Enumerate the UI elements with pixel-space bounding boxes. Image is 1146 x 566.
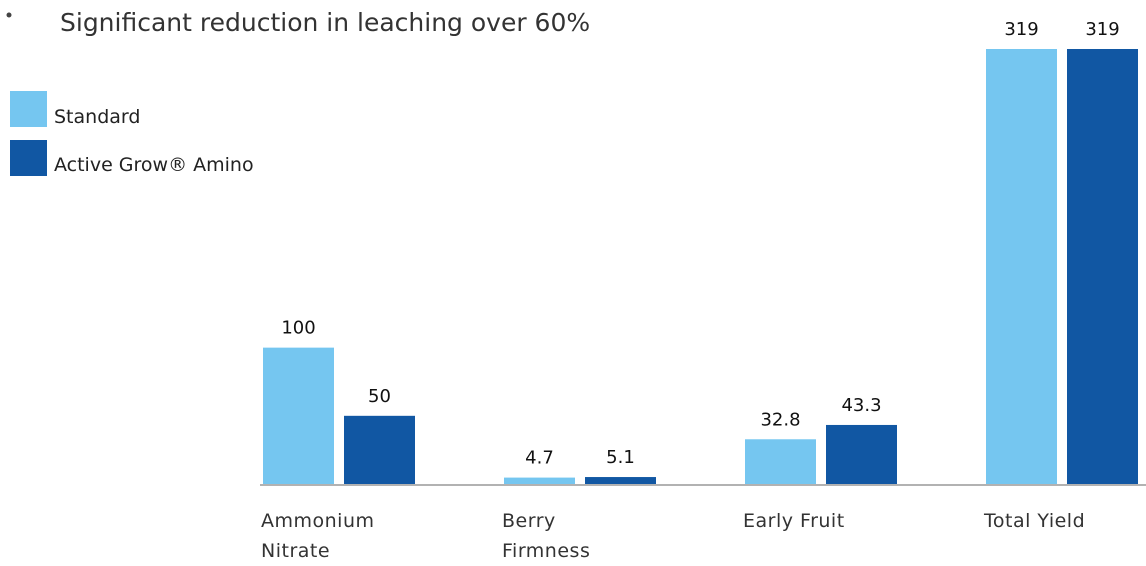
- bar: [745, 439, 816, 484]
- bar: [504, 477, 575, 484]
- legend-label: Active Grow® Amino: [54, 154, 254, 176]
- bar: [1067, 49, 1138, 484]
- x-tick-label: Early Fruit: [743, 510, 845, 532]
- value-label: 32.8: [760, 409, 800, 430]
- bar: [585, 477, 656, 484]
- value-label: 4.7: [525, 448, 554, 469]
- legend-swatch: [10, 140, 47, 176]
- x-tick-label: Berry Firmness: [502, 510, 591, 562]
- value-label: 319: [1004, 19, 1038, 40]
- bar: [986, 49, 1057, 484]
- legend-label: Standard: [54, 106, 141, 128]
- x-tick-label: Ammonium Nitrate: [261, 510, 375, 562]
- bar: [826, 424, 897, 484]
- value-label: 50: [368, 386, 391, 407]
- x-tick-label: Total Yield: [984, 510, 1086, 532]
- bar: [263, 347, 334, 484]
- value-label: 43.3: [841, 395, 881, 416]
- value-label: 319: [1085, 19, 1119, 40]
- value-label: 5.1: [606, 447, 635, 468]
- legend-swatch: [10, 91, 47, 127]
- chart-title: Significant reduction in leaching over 6…: [60, 8, 591, 37]
- bar: [344, 415, 415, 484]
- bullet: [6, 12, 12, 18]
- value-label: 100: [281, 318, 315, 339]
